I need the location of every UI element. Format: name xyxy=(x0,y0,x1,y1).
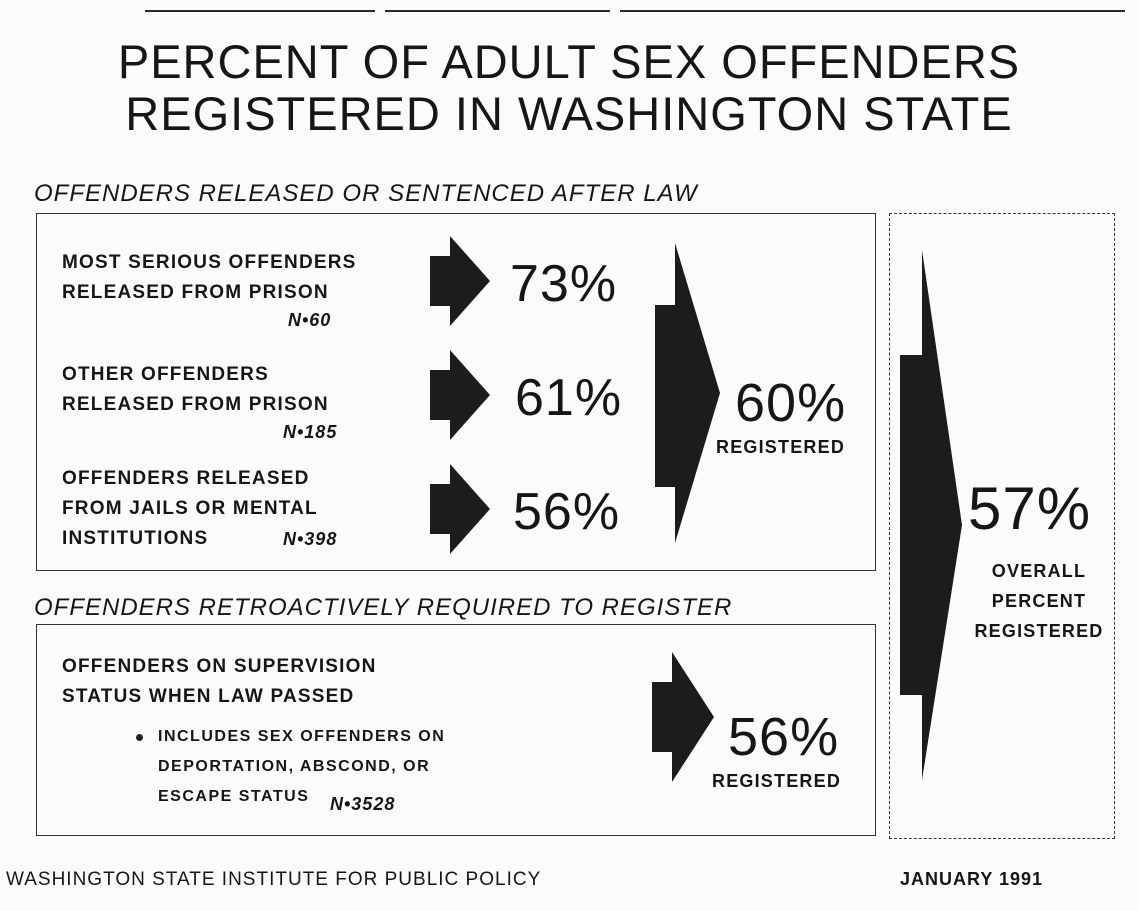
row-most-serious-label-line-1: MOST SERIOUS OFFENDERS xyxy=(62,248,357,278)
retro-label: OFFENDERS ON SUPERVISION STATUS WHEN LAW… xyxy=(62,652,377,712)
bullet-icon xyxy=(136,734,143,741)
footer-source: WASHINGTON STATE INSTITUTE FOR PUBLIC PO… xyxy=(6,869,541,891)
overall-label-line-1: OVERALL xyxy=(964,556,1114,586)
row-other-offenders-n: N•185 xyxy=(283,422,337,443)
retro-arrow-icon xyxy=(652,652,714,782)
row-jails-arrow-icon xyxy=(430,464,490,554)
row-most-serious-n: N•60 xyxy=(288,310,331,331)
top-rule-right xyxy=(620,10,1125,12)
overall-percent: 57% xyxy=(968,474,1091,543)
overall-label-line-3: REGISTERED xyxy=(964,616,1114,646)
row-other-offenders-label-line-1: OTHER OFFENDERS xyxy=(62,360,329,390)
retro-percent: 56% xyxy=(728,706,839,768)
section-retro-heading: OFFENDERS RETROACTIVELY REQUIRED TO REGI… xyxy=(34,594,732,622)
title-line-1: PERCENT OF ADULT SEX OFFENDERS xyxy=(0,36,1138,88)
retro-label-line-2: STATUS WHEN LAW PASSED xyxy=(62,682,377,712)
row-other-offenders-percent: 61% xyxy=(515,368,622,428)
row-jails-label-line-2: FROM JAILS OR MENTAL xyxy=(62,494,318,524)
row-most-serious-label-line-2: RELEASED FROM PRISON xyxy=(62,278,357,308)
retro-label-line-1: OFFENDERS ON SUPERVISION xyxy=(62,652,377,682)
row-jails-n: N•398 xyxy=(283,529,337,550)
retro-n: N•3528 xyxy=(330,794,395,815)
retro-note-line-2: DEPORTATION, ABSCOND, OR xyxy=(158,752,445,782)
footer-date: JANUARY 1991 xyxy=(900,869,1043,890)
overall-label: OVERALL PERCENT REGISTERED xyxy=(964,556,1114,646)
row-most-serious-percent: 73% xyxy=(510,254,617,314)
row-jails-percent: 56% xyxy=(513,482,620,542)
page-title: PERCENT OF ADULT SEX OFFENDERS REGISTERE… xyxy=(0,36,1138,140)
top-rule-left xyxy=(145,10,375,12)
retro-percent-label: REGISTERED xyxy=(712,771,841,792)
overall-label-line-2: PERCENT xyxy=(964,586,1114,616)
row-most-serious-label: MOST SERIOUS OFFENDERS RELEASED FROM PRI… xyxy=(62,248,357,308)
retro-note-line-1: INCLUDES SEX OFFENDERS ON xyxy=(158,722,445,752)
row-other-offenders-label-line-2: RELEASED FROM PRISON xyxy=(62,390,329,420)
section-after-law-heading: OFFENDERS RELEASED OR SENTENCED AFTER LA… xyxy=(34,180,698,208)
title-line-2: REGISTERED IN WASHINGTON STATE xyxy=(0,88,1138,140)
overall-arrow-icon xyxy=(900,250,962,780)
subtotal-percent: 60% xyxy=(735,372,846,434)
row-other-offenders-arrow-icon xyxy=(430,350,490,440)
row-jails-label: OFFENDERS RELEASED FROM JAILS OR MENTAL … xyxy=(62,464,318,554)
row-jails-label-line-1: OFFENDERS RELEASED xyxy=(62,464,318,494)
retro-note-line-3: ESCAPE STATUS xyxy=(158,782,445,812)
retro-note: INCLUDES SEX OFFENDERS ON DEPORTATION, A… xyxy=(158,722,445,812)
subtotal-label: REGISTERED xyxy=(716,437,845,458)
subtotal-arrow-icon xyxy=(655,243,720,543)
row-jails-label-line-3: INSTITUTIONS xyxy=(62,524,318,554)
top-rule-middle xyxy=(385,10,610,12)
row-most-serious-arrow-icon xyxy=(430,236,490,326)
row-other-offenders-label: OTHER OFFENDERS RELEASED FROM PRISON xyxy=(62,360,329,420)
